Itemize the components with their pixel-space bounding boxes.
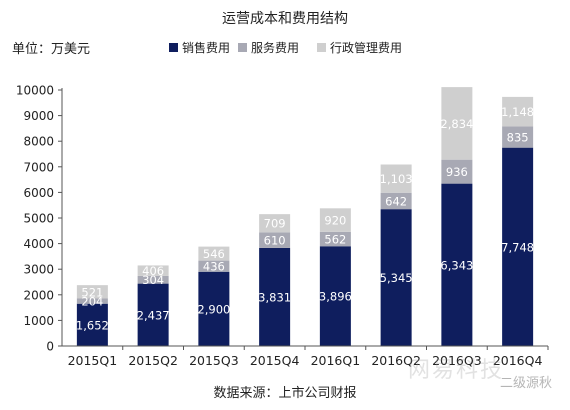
y-tick-label: 3000: [23, 263, 54, 277]
data-label: 5,345: [380, 271, 413, 285]
y-tick-label: 6000: [23, 186, 54, 200]
bar-segment: [441, 87, 473, 160]
y-axis: 0 1000 2000 3000 4000 5000 6000 7000 8000 9000 100…: [16, 84, 63, 354]
data-label: 3,896: [319, 290, 352, 304]
data-label: 546: [203, 247, 225, 261]
x-tick-label: 2015Q1: [68, 353, 118, 368]
x-tick-label: 2015Q4: [250, 353, 300, 368]
bar-segment: [198, 260, 230, 272]
legend-label: 行政管理费用: [330, 40, 402, 55]
legend-label: 服务费用: [251, 40, 299, 55]
y-tick-label: 8000: [23, 135, 54, 149]
y-tick-label: 1000: [23, 314, 54, 328]
x-tick-label: 2016Q1: [311, 353, 361, 368]
bar-segment: [441, 183, 473, 346]
data-label: 436: [203, 260, 225, 274]
bar-segment: [259, 247, 291, 346]
data-label: 920: [324, 214, 346, 228]
data-label: 562: [324, 233, 346, 247]
bar-segment: [502, 96, 534, 127]
bar-segment: [441, 159, 473, 184]
legend-label: 销售费用: [182, 40, 230, 55]
legend-swatch: [169, 43, 178, 52]
chart-title: 运营成本和费用结构: [222, 11, 348, 27]
bar-segment: [76, 303, 108, 346]
bar-segment: [198, 246, 230, 261]
x-tick-label: 2016Q4: [493, 353, 543, 368]
data-label: 6,343: [440, 258, 473, 272]
data-label: 7,748: [501, 240, 534, 254]
x-tick-label: 2016Q2: [371, 353, 421, 368]
x-tick-label: 2015Q3: [189, 353, 239, 368]
bar-segment: [319, 246, 351, 346]
data-label: 709: [264, 217, 286, 231]
data-label: 304: [142, 273, 164, 287]
bar-segment: [137, 265, 169, 276]
data-label: 1,148: [501, 105, 534, 119]
data-label: 2,437: [137, 308, 170, 322]
x-axis: 2015Q1 2015Q2 2015Q3 2015Q4 2016Q1 2016Q2 2016…: [62, 345, 549, 368]
data-label: 642: [385, 194, 407, 208]
y-tick-label: 10000: [16, 84, 54, 98]
bar-segment: [76, 285, 108, 299]
data-label: 2,900: [197, 302, 230, 316]
y-tick-label: 7000: [23, 160, 54, 174]
bar-segment: [198, 271, 230, 346]
data-label: 406: [142, 264, 164, 278]
unit-label: 单位：万美元: [12, 42, 90, 57]
source-note: 数据来源：上市公司财报: [213, 385, 356, 401]
data-label: 3,831: [258, 290, 291, 304]
y-tick-label: 2000: [23, 288, 54, 302]
y-tick-label: 9000: [23, 109, 54, 123]
bar-segment: [319, 231, 351, 247]
bar-segment: [380, 209, 412, 346]
bar-segment: [76, 298, 108, 304]
y-tick-label: 0: [46, 340, 54, 354]
bar-segment: [137, 283, 169, 346]
data-label: 1,652: [76, 318, 109, 332]
bar-segment: [380, 192, 412, 210]
bar-segment: [259, 214, 291, 233]
legend: 销售费用 服务费用 行政管理费用: [169, 40, 402, 55]
data-label: 204: [81, 295, 103, 309]
data-label: 521: [81, 285, 103, 299]
data-label: 835: [507, 130, 529, 144]
x-tick-label: 2015Q2: [128, 353, 178, 368]
y-tick-label: 5000: [23, 212, 54, 226]
bar-segment: [380, 164, 412, 193]
data-label: 1,103: [380, 172, 413, 186]
bar-segment: [502, 126, 534, 148]
data-label: 2,834: [440, 117, 473, 131]
data-label: 936: [446, 165, 468, 179]
bar-segment: [137, 275, 169, 284]
legend-swatch: [317, 43, 326, 52]
bar-segment: [319, 208, 351, 232]
data-label: 610: [264, 234, 286, 248]
x-tick-label: 2016Q3: [432, 353, 482, 368]
y-tick-label: 4000: [23, 237, 54, 251]
legend-swatch: [238, 43, 247, 52]
bar-segment: [502, 147, 534, 346]
bar-segment: [259, 232, 291, 248]
